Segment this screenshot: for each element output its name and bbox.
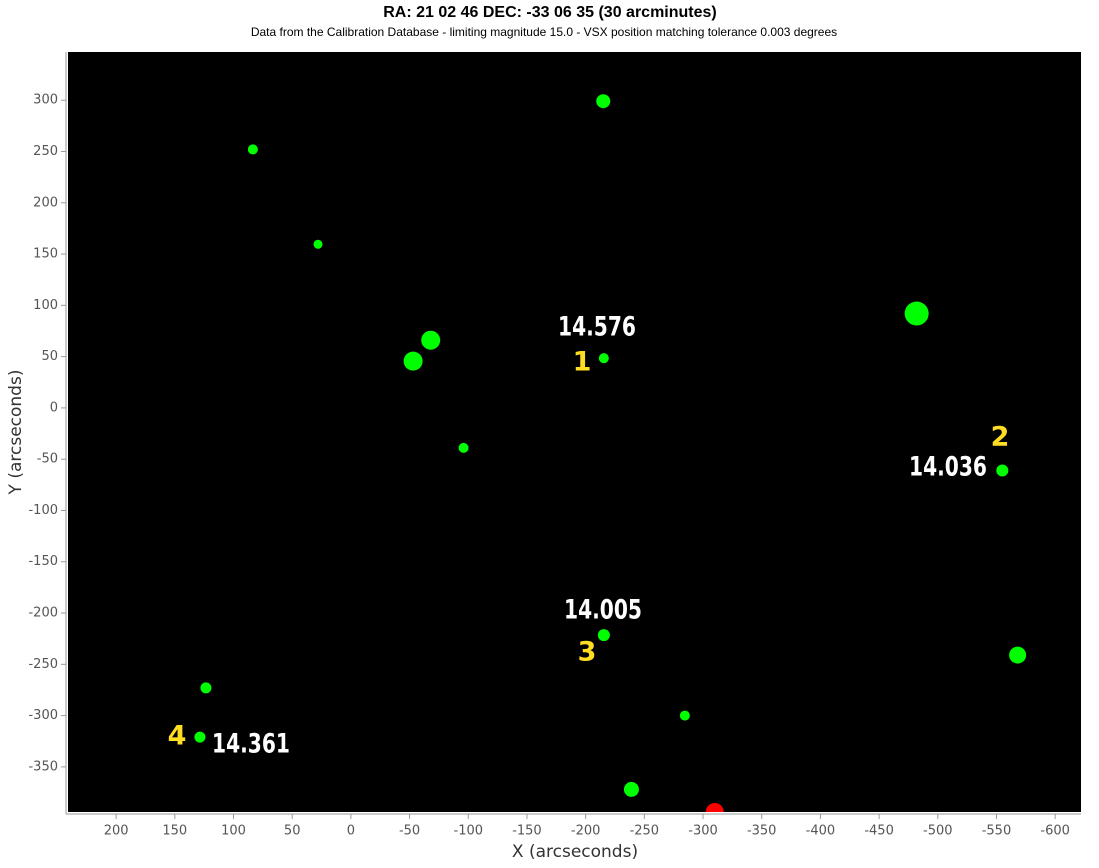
x-tick-label: 50 [284, 824, 301, 839]
x-tick-label: 150 [162, 824, 187, 839]
annotation-label: 2 [991, 422, 1010, 453]
plot-area [68, 52, 1081, 812]
y-tick-label: -350 [28, 759, 58, 774]
y-tick-label: -300 [28, 708, 58, 723]
y-tick-label: -50 [37, 452, 58, 467]
annotation-magnitude: 14.361 [212, 729, 290, 760]
annotation-label: 3 [578, 637, 597, 668]
star-point [200, 682, 212, 694]
star-point [623, 781, 639, 797]
y-tick-label: 200 [33, 195, 58, 210]
star-point [597, 629, 610, 642]
star-point [679, 710, 690, 721]
star-point [1009, 646, 1027, 664]
chart-title: RA: 21 02 46 DEC: -33 06 35 (30 arcminut… [383, 4, 716, 21]
star-point [458, 442, 469, 453]
star-point [705, 803, 724, 812]
annotation-magnitude: 14.005 [564, 595, 642, 626]
x-tick-label: -250 [630, 824, 660, 839]
x-tick-label: -200 [571, 824, 601, 839]
x-tick-label: -400 [806, 824, 836, 839]
annotation-label: 1 [573, 347, 592, 378]
y-tick-label: 250 [33, 144, 58, 159]
x-tick-label: -550 [982, 824, 1012, 839]
x-tick-label: -100 [454, 824, 484, 839]
annotation-magnitude: 14.036 [909, 452, 987, 483]
star-point [403, 351, 423, 371]
chart-subtitle: Data from the Calibration Database - lim… [251, 25, 837, 39]
x-tick-label: 100 [221, 824, 246, 839]
star-point [247, 144, 258, 155]
y-tick-label: 100 [33, 298, 58, 313]
x-tick-label: 0 [347, 824, 355, 839]
x-tick-label: -150 [512, 824, 542, 839]
x-tick-label: -350 [747, 824, 777, 839]
x-tick-label: -600 [1040, 824, 1070, 839]
annotation-label: 4 [168, 721, 187, 752]
y-tick-label: 50 [41, 349, 58, 364]
star-point [596, 94, 611, 109]
star-point [313, 239, 323, 249]
y-tick-label: 0 [50, 400, 58, 415]
star-point [598, 353, 609, 364]
star-point [904, 301, 929, 326]
star-point [194, 731, 206, 743]
y-tick-label: -250 [28, 657, 58, 672]
x-tick-label: -450 [864, 824, 894, 839]
y-tick-label: -100 [28, 503, 58, 518]
y-axis-label: Y (arcseconds) [6, 370, 26, 496]
y-tick-label: -200 [28, 606, 58, 621]
x-tick-label: -300 [688, 824, 718, 839]
x-tick-label: -50 [399, 824, 420, 839]
annotation-magnitude: 14.576 [558, 312, 636, 343]
y-tick-label: 150 [33, 247, 58, 262]
y-tick-label: 300 [33, 93, 58, 108]
x-axis-label: X (arcseconds) [512, 842, 638, 862]
star-point [421, 330, 441, 350]
x-tick-label: -500 [923, 824, 953, 839]
x-tick-label: 200 [104, 824, 129, 839]
star-point [996, 464, 1009, 477]
y-tick-label: -150 [28, 554, 58, 569]
